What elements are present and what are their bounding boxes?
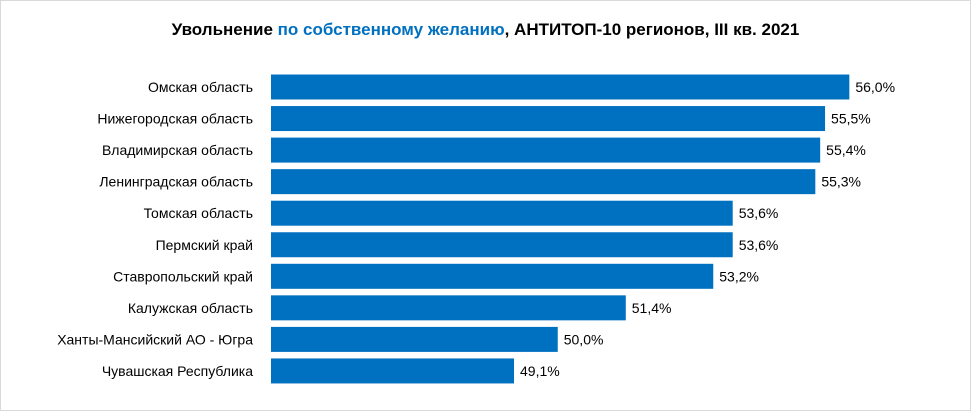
category-label: Пермский край <box>156 237 253 253</box>
category-label: Томская область <box>144 205 253 221</box>
chart-title: Увольнение по собственному желанию, АНТИ… <box>0 20 971 40</box>
category-label: Ленинградская область <box>99 174 253 190</box>
bar <box>271 200 733 226</box>
title-part: , АНТИТОП-10 регионов, III кв. 2021 <box>504 20 800 39</box>
bar <box>271 295 626 321</box>
category-label: Ставропольский край <box>113 268 253 284</box>
title-part: Увольнение <box>171 20 278 39</box>
data-label: 56,0% <box>855 79 895 95</box>
data-label: 53,6% <box>739 237 779 253</box>
bar <box>271 232 733 258</box>
bar <box>271 169 816 195</box>
category-label: Чувашская Республика <box>102 363 253 379</box>
bar <box>271 74 850 100</box>
bar <box>271 137 821 163</box>
category-label: Омская область <box>148 79 253 95</box>
data-label: 53,6% <box>739 205 779 221</box>
data-label: 49,1% <box>520 363 560 379</box>
bar <box>271 263 714 289</box>
bar <box>271 358 514 384</box>
data-label: 55,4% <box>826 142 866 158</box>
data-label: 51,4% <box>632 300 672 316</box>
category-label: Владимирская область <box>102 142 253 158</box>
data-label: 53,2% <box>719 268 759 284</box>
data-label: 55,3% <box>821 174 861 190</box>
title-highlight: по собственному желанию <box>277 20 505 39</box>
category-label: Нижегородская область <box>97 111 253 127</box>
category-label: Ханты-Мансийский АО - Югра <box>57 331 253 347</box>
data-label: 50,0% <box>564 331 604 347</box>
bar <box>271 106 826 132</box>
data-label: 55,5% <box>831 111 871 127</box>
category-label: Калужская область <box>128 300 253 316</box>
bar <box>271 326 558 352</box>
